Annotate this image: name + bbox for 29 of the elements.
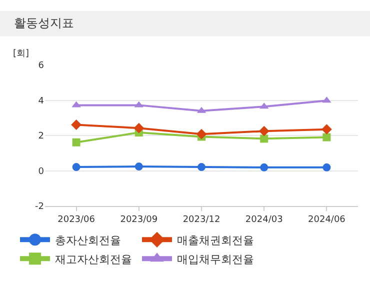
x-tick-label: 2023/06	[58, 214, 96, 225]
point	[260, 163, 268, 172]
point	[322, 133, 331, 142]
point	[260, 134, 268, 143]
point	[134, 122, 144, 134]
point	[196, 128, 207, 140]
point	[258, 126, 270, 136]
y-axis-title: [회]	[13, 49, 30, 59]
point	[72, 163, 80, 172]
y-tick-label: 0	[38, 166, 44, 177]
legend-label: 매입채무회전율	[177, 252, 254, 266]
legend-label: 매출채권회전율	[177, 234, 254, 247]
y-tick-label: 6	[38, 61, 44, 72]
point	[134, 162, 143, 171]
x-tick-label: 2024/06	[308, 214, 346, 225]
chart-title: 활동성지표	[14, 16, 74, 30]
y-tick-label: 2	[38, 132, 44, 142]
x-tick-label: 2024/03	[245, 214, 283, 225]
y-tick-label: -2	[35, 202, 44, 212]
point	[322, 163, 331, 172]
point	[72, 138, 80, 146]
point	[322, 124, 332, 135]
legend-label: 총자산회전율	[55, 234, 121, 247]
legend-label: 재고자산회전율	[55, 252, 132, 266]
x-tick-label: 2023/09	[120, 214, 158, 225]
point	[198, 163, 206, 172]
point	[71, 120, 82, 130]
y-tick-label: 4	[38, 96, 44, 106]
x-tick-label: 2023/12	[182, 214, 220, 225]
